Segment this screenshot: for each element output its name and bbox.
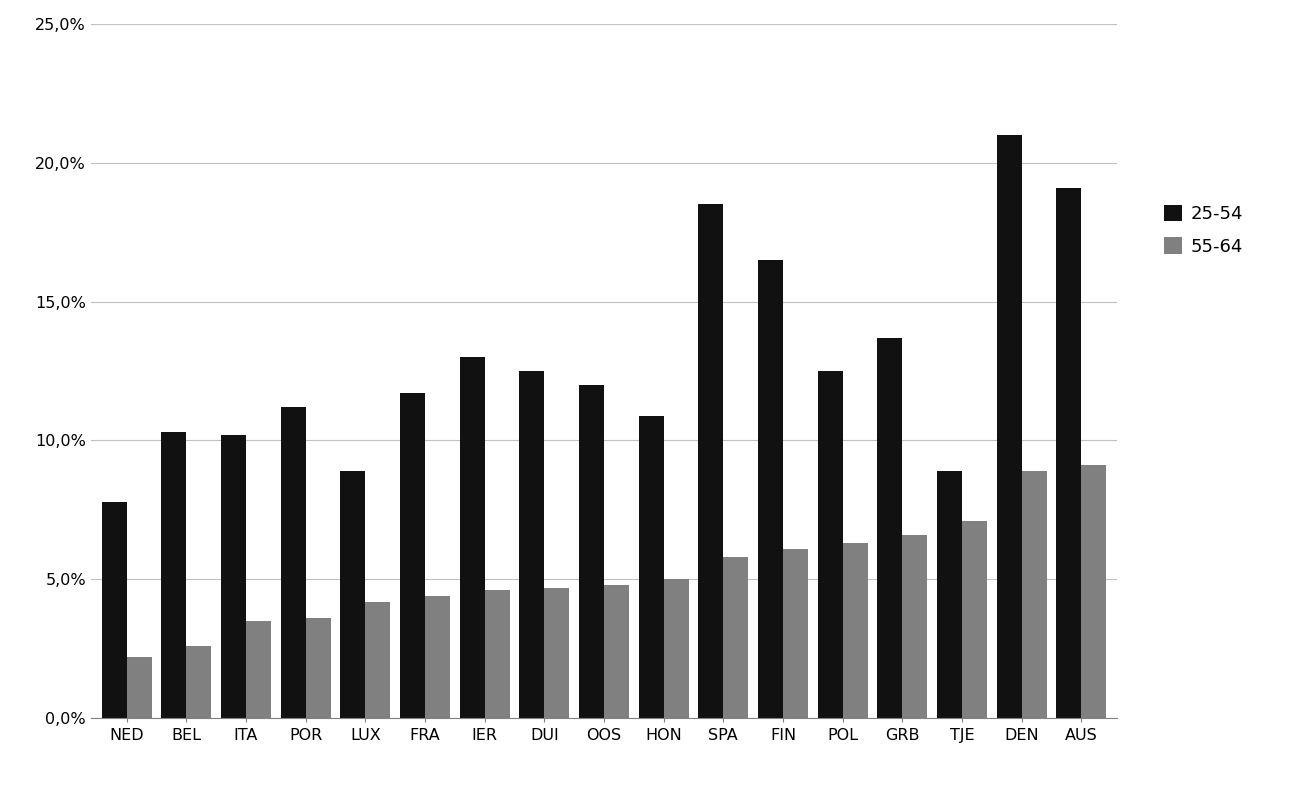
Bar <box>1022 471 1047 718</box>
Bar <box>963 521 987 718</box>
Bar <box>996 135 1022 718</box>
Bar <box>544 587 569 718</box>
Bar <box>520 371 544 718</box>
Bar <box>485 591 509 718</box>
Bar <box>783 549 808 718</box>
Bar <box>127 657 152 718</box>
Bar <box>903 535 927 718</box>
Bar <box>305 618 331 718</box>
Bar <box>757 260 783 718</box>
Bar <box>604 585 629 718</box>
Bar <box>1081 465 1107 718</box>
Bar <box>724 557 748 718</box>
Legend: 25-54, 55-64: 25-54, 55-64 <box>1156 198 1251 263</box>
Bar <box>937 471 963 718</box>
Bar <box>664 579 688 718</box>
Bar <box>1056 188 1081 718</box>
Bar <box>639 416 664 718</box>
Bar <box>221 435 246 718</box>
Bar <box>101 502 127 718</box>
Bar <box>425 596 449 718</box>
Bar <box>281 407 305 718</box>
Bar <box>340 471 365 718</box>
Bar <box>877 338 903 718</box>
Bar <box>246 621 271 718</box>
Bar <box>843 543 868 718</box>
Bar <box>579 385 604 718</box>
Bar <box>460 358 485 718</box>
Bar <box>817 371 843 718</box>
Bar <box>186 646 212 718</box>
Bar <box>699 204 724 718</box>
Bar <box>161 433 186 718</box>
Bar <box>365 602 391 718</box>
Bar <box>400 393 425 718</box>
